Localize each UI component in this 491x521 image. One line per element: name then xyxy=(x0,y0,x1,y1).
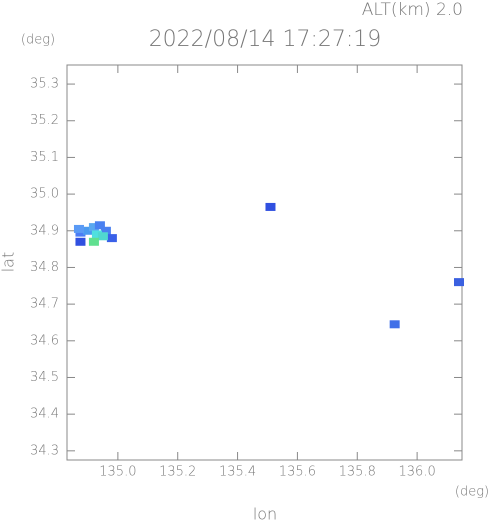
y-tick-label: 34.6 xyxy=(30,333,59,348)
echo-cell xyxy=(88,223,99,232)
x-tick-label: 136.0 xyxy=(399,465,436,480)
echo-cell xyxy=(106,234,117,243)
y-tick-label: 34.4 xyxy=(30,407,59,422)
x-tick-label: 135.2 xyxy=(159,465,196,480)
x-tick-label: 135.6 xyxy=(279,465,316,480)
y-label: lat xyxy=(0,252,18,273)
y-tick-label: 34.3 xyxy=(30,443,59,458)
y-tick-label: 34.8 xyxy=(30,260,59,275)
echo-cell xyxy=(454,278,465,287)
echo-cell xyxy=(100,226,111,235)
chart-title: 2022/08/14 17:27:19 xyxy=(149,27,382,52)
echo-cell xyxy=(75,237,86,246)
echo-cell xyxy=(73,224,84,233)
x-label: lon xyxy=(253,505,277,521)
echo-cell xyxy=(88,237,99,246)
y-tick-label: 35.1 xyxy=(30,150,59,165)
y-unit: (deg) xyxy=(21,33,55,48)
echo-cell xyxy=(97,232,108,241)
echo-cell xyxy=(94,221,105,230)
echo-cell xyxy=(82,226,93,235)
y-tick-label: 35.0 xyxy=(30,187,59,202)
x-tick-label: 135.0 xyxy=(99,465,136,480)
y-tick-label: 34.7 xyxy=(30,297,59,312)
plot-frame xyxy=(66,64,463,461)
echo-cell xyxy=(389,320,400,329)
echo-cell xyxy=(91,230,102,239)
x-tick-label: 135.8 xyxy=(339,465,376,480)
echo-cell xyxy=(265,202,276,211)
x-tick-label: 135.4 xyxy=(219,465,256,480)
x-unit: (deg) xyxy=(455,485,489,500)
subtitle: ALT(km) 2.0 xyxy=(362,0,463,20)
y-tick-label: 34.9 xyxy=(30,223,59,238)
y-tick-label: 34.5 xyxy=(30,370,59,385)
y-tick-label: 35.2 xyxy=(30,113,59,128)
y-tick-label: 35.3 xyxy=(30,77,59,92)
